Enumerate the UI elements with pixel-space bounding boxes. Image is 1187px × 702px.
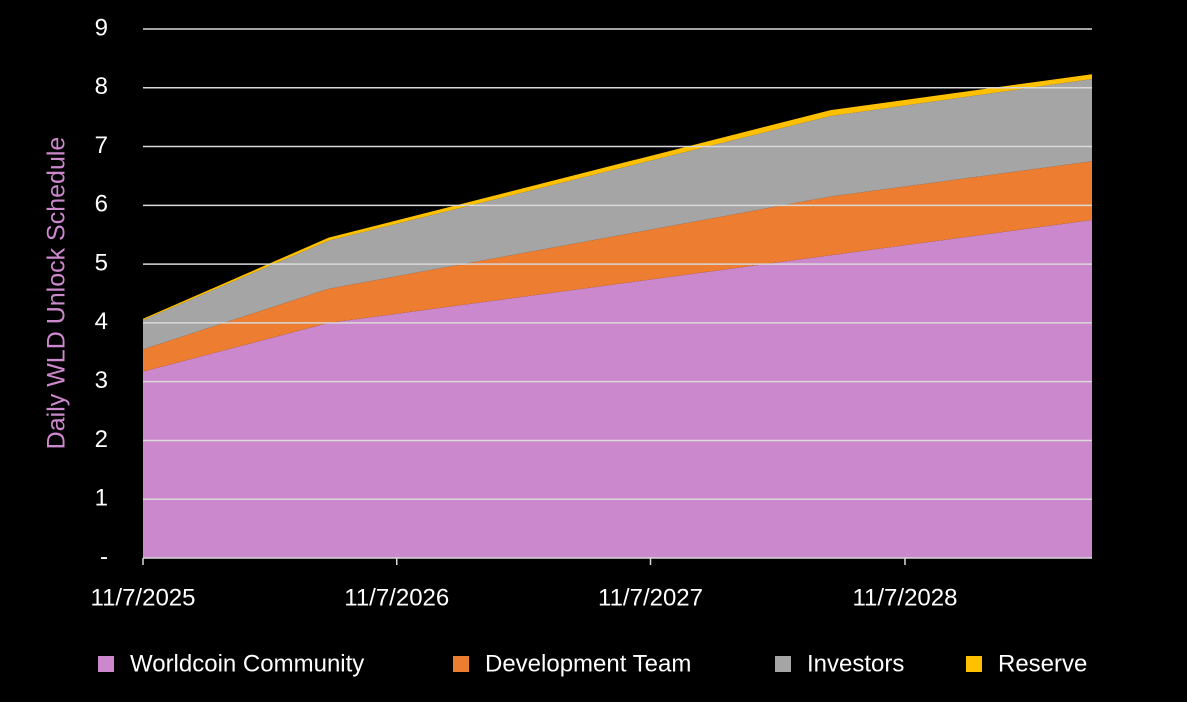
y-tick-label: 8 <box>95 73 108 100</box>
legend-label: Worldcoin Community <box>130 650 364 677</box>
legend-label: Reserve <box>998 650 1087 677</box>
legend-swatch <box>98 656 114 672</box>
x-tick-label: 11/7/2026 <box>344 584 449 611</box>
y-tick-label: 1 <box>95 485 108 512</box>
y-axis-label: Daily WLD Unlock Schedule <box>43 137 71 450</box>
y-tick-label: 2 <box>95 426 108 453</box>
x-tick-label: 11/7/2028 <box>852 584 957 611</box>
legend-swatch <box>453 656 469 672</box>
area <box>143 161 1092 372</box>
y-tick-label: 7 <box>95 132 108 159</box>
legend-swatch <box>775 656 791 672</box>
y-tick-label: - <box>100 543 108 570</box>
y-tick-label: 5 <box>95 249 108 276</box>
y-tick-label: 9 <box>95 14 108 41</box>
legend-swatch <box>966 656 982 672</box>
x-tick-label: 11/7/2027 <box>598 584 703 611</box>
y-tick-label: 6 <box>95 191 108 218</box>
y-tick-label: 4 <box>95 308 108 335</box>
legend-label: Investors <box>807 650 904 677</box>
y-tick-label: 3 <box>95 367 108 394</box>
x-tick-label: 11/7/2025 <box>91 584 196 611</box>
area <box>143 220 1092 558</box>
legend-label: Development Team <box>485 650 691 677</box>
